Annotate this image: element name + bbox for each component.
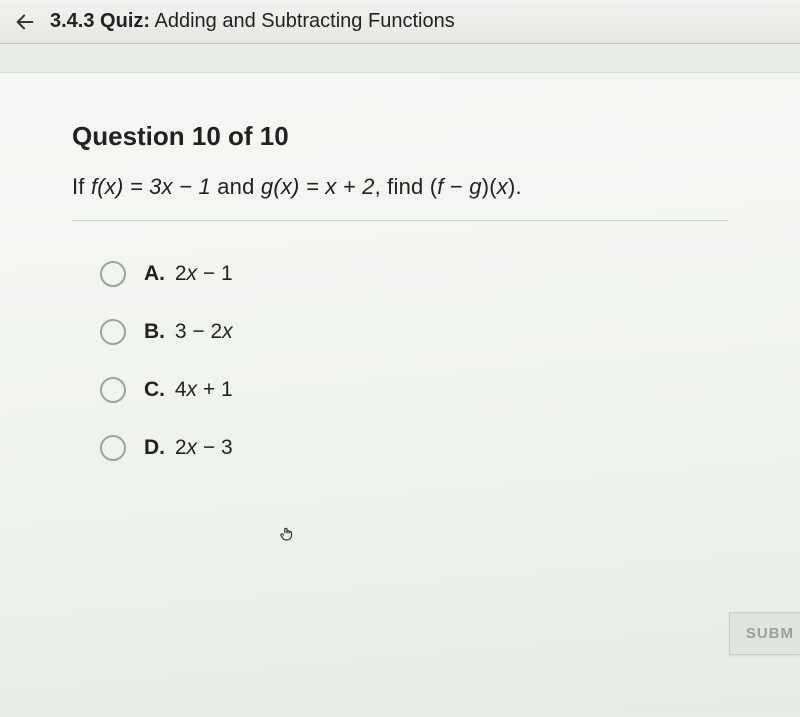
option-letter: C. [144,378,165,401]
prompt-lead: If [72,174,91,199]
radio-icon[interactable] [100,319,126,345]
option-c[interactable]: C. 4x + 1 [100,377,728,403]
option-expr: 4x + 1 [175,378,233,401]
radio-icon[interactable] [100,377,126,403]
header-section-label: Quiz: [100,10,150,32]
option-letter: A. [144,262,165,285]
option-letter: D. [144,436,165,459]
option-a[interactable]: A. 2x − 1 [100,261,728,287]
option-label: D. 2x − 3 [144,436,233,460]
option-label: C. 4x + 1 [144,378,233,402]
divider [72,220,728,221]
option-letter: B. [144,320,165,343]
radio-icon[interactable] [100,261,126,287]
submit-button[interactable]: SUBM [729,612,800,655]
question-prompt: If f(x) = 3x − 1 and g(x) = x + 2, find … [72,174,728,200]
option-b[interactable]: B. 3 − 2x [100,319,728,345]
header-section-code: 3.4.3 [50,10,94,32]
question-card: Question 10 of 10 If f(x) = 3x − 1 and g… [0,72,800,712]
back-arrow-icon[interactable] [14,11,36,33]
header-bar: 3.4.3 Quiz: Adding and Subtracting Funct… [0,0,800,44]
option-label: A. 2x − 1 [144,262,233,286]
option-expr: 2x − 1 [175,262,233,285]
question-heading: Question 10 of 10 [72,121,728,152]
option-expr: 2x − 3 [175,436,233,459]
options-group: A. 2x − 1 B. 3 − 2x C. 4x + 1 D. 2x − 3 [72,261,728,461]
radio-icon[interactable] [100,435,126,461]
prompt-g-def: g(x) = x + 2 [261,174,375,199]
option-d[interactable]: D. 2x − 3 [100,435,728,461]
prompt-tail: , find (f − g)(x). [375,174,522,199]
header-quiz-name: Adding and Subtracting Functions [155,10,455,32]
prompt-f-def: f(x) = 3x − 1 [91,174,211,199]
header-title: 3.4.3 Quiz: Adding and Subtracting Funct… [50,10,455,33]
option-label: B. 3 − 2x [144,320,233,344]
prompt-and: and [211,174,261,199]
option-expr: 3 − 2x [175,320,233,343]
